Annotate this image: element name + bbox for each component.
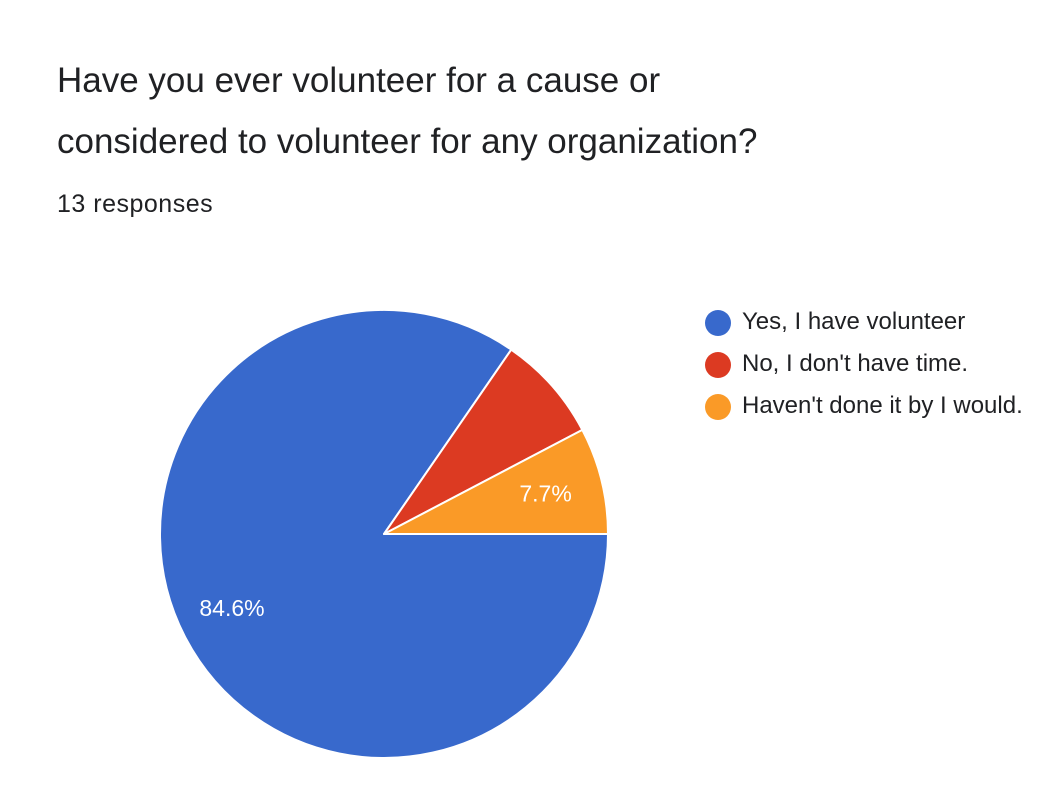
chart-title-line-2: considered to volunteer for any organiza… bbox=[57, 122, 758, 161]
legend-item-no[interactable]: No, I don't have time. bbox=[705, 347, 1045, 381]
legend-label-havent: Haven't done it by I would. bbox=[742, 392, 1023, 419]
pie-slice-havent[interactable] bbox=[383, 428, 609, 535]
legend-swatch-havent bbox=[705, 394, 731, 420]
legend: Yes, I have volunteer No, I don't have t… bbox=[705, 305, 1045, 431]
chart-title: Have you ever volunteer for a cause or c… bbox=[57, 50, 1017, 172]
legend-label-yes: Yes, I have volunteer bbox=[742, 308, 966, 335]
pie-label-havent: 7.7% bbox=[519, 480, 571, 506]
response-count: 13 responses bbox=[57, 190, 214, 218]
legend-swatch-yes bbox=[705, 310, 731, 336]
legend-item-yes[interactable]: Yes, I have volunteer bbox=[705, 305, 1045, 339]
pie-label-yes: 84.6% bbox=[199, 595, 264, 621]
legend-label-no: No, I don't have time. bbox=[742, 350, 969, 377]
chart-title-line-1: Have you ever volunteer for a cause or bbox=[57, 61, 661, 100]
legend-swatch-no bbox=[705, 352, 731, 378]
legend-item-havent[interactable]: Haven't done it by I would. bbox=[705, 389, 1045, 423]
pie-slice-no[interactable] bbox=[383, 348, 584, 535]
